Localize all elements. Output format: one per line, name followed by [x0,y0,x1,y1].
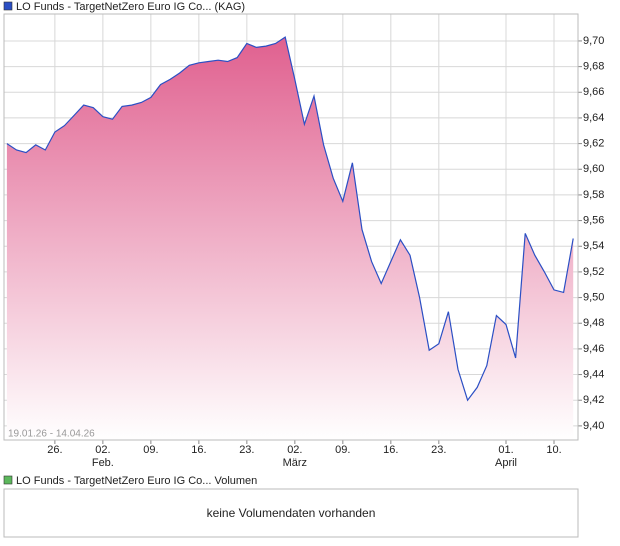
y-tick-label: 9,50 [583,291,604,303]
x-tick-label: 23. [239,444,254,456]
x-tick-label: 16. [383,444,398,456]
legend-swatch [3,1,13,11]
y-tick-label: 9,44 [583,368,604,380]
y-tick-label: 9,58 [583,189,604,201]
x-tick-label: 02. [287,444,302,456]
y-tick-label: 9,66 [583,86,604,98]
y-tick-label: 9,70 [583,35,604,47]
price-line [6,36,574,402]
y-tick-label: 9,40 [583,420,604,432]
y-tick-label: 9,60 [583,163,604,175]
x-month-label: April [495,457,517,469]
x-tick-label: 01. [498,444,513,456]
x-tick-label: 10. [546,444,561,456]
area-fill [6,37,574,440]
legend-label: LO Funds - TargetNetZero Euro IG Co... (… [16,1,245,13]
y-tick-label: 9,64 [583,112,604,124]
y-tick-label: 9,68 [583,61,604,73]
y-tick-label: 9,46 [583,343,604,355]
x-tick-label: 09. [335,444,350,456]
volume-title: LO Funds - TargetNetZero Euro IG Co... V… [16,475,257,487]
date-range: 19.01.26 - 14.04.26 [8,429,95,440]
x-tick-label: 23. [431,444,446,456]
x-tick-label: 16. [191,444,206,456]
x-month-label: Feb. [92,457,114,469]
y-tick-label: 9,52 [583,266,604,278]
y-tick-label: 9,56 [583,214,604,226]
volume-frame [3,488,579,538]
y-tick-label: 9,42 [583,394,604,406]
y-tick-label: 9,48 [583,317,604,329]
x-tick-label: 09. [143,444,158,456]
x-tick-label: 02. [95,444,110,456]
volume-swatch [3,475,13,485]
x-month-label: März [283,457,307,469]
x-tick-label: 26. [47,444,62,456]
y-tick-label: 9,54 [583,240,604,252]
y-tick-label: 9,62 [583,138,604,150]
volume-message: keine Volumendaten vorhanden [207,506,376,520]
plot-frame [3,13,579,441]
